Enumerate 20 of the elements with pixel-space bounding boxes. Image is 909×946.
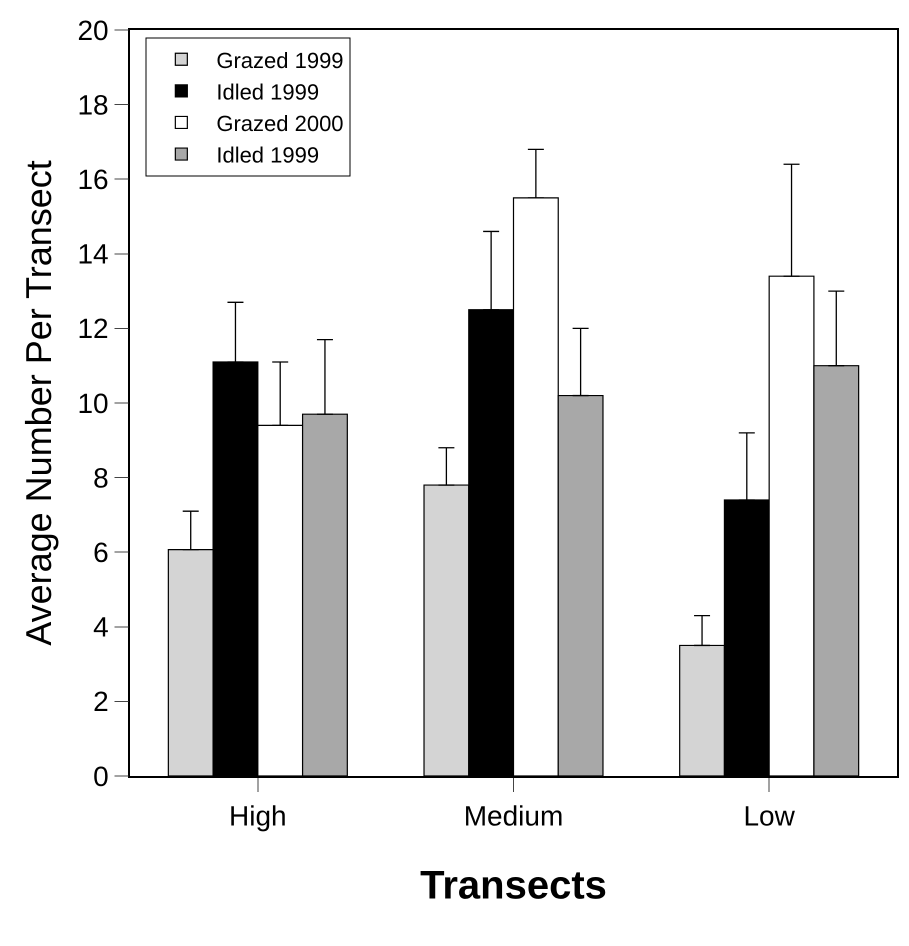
y-tick-label: 4 bbox=[93, 612, 109, 643]
x-tick-label: Medium bbox=[464, 800, 564, 832]
x-axis-title: Transects bbox=[420, 863, 607, 908]
y-tick-label: 16 bbox=[77, 164, 109, 195]
x-tick-label: Low bbox=[743, 800, 796, 832]
y-tick-label: 14 bbox=[77, 238, 109, 270]
y-tick-label: 0 bbox=[93, 760, 109, 792]
y-tick-label: 20 bbox=[77, 14, 109, 46]
legend-label: Grazed 1999 bbox=[216, 48, 344, 73]
y-axis-title: Average Number Per Transect bbox=[18, 160, 59, 646]
legend-label: Idled 1999 bbox=[216, 79, 320, 104]
y-tick-label: 8 bbox=[93, 462, 109, 494]
y-tick-label: 18 bbox=[77, 89, 109, 120]
legend-label: Grazed 2000 bbox=[216, 111, 344, 136]
y-tick-label: 2 bbox=[93, 686, 109, 718]
legend-label: Idled 1999 bbox=[216, 142, 320, 168]
y-tick-label: 10 bbox=[77, 388, 109, 419]
x-tick-label: High bbox=[229, 800, 287, 832]
y-tick-label: 12 bbox=[77, 313, 109, 344]
y-tick-label: 6 bbox=[93, 537, 109, 568]
